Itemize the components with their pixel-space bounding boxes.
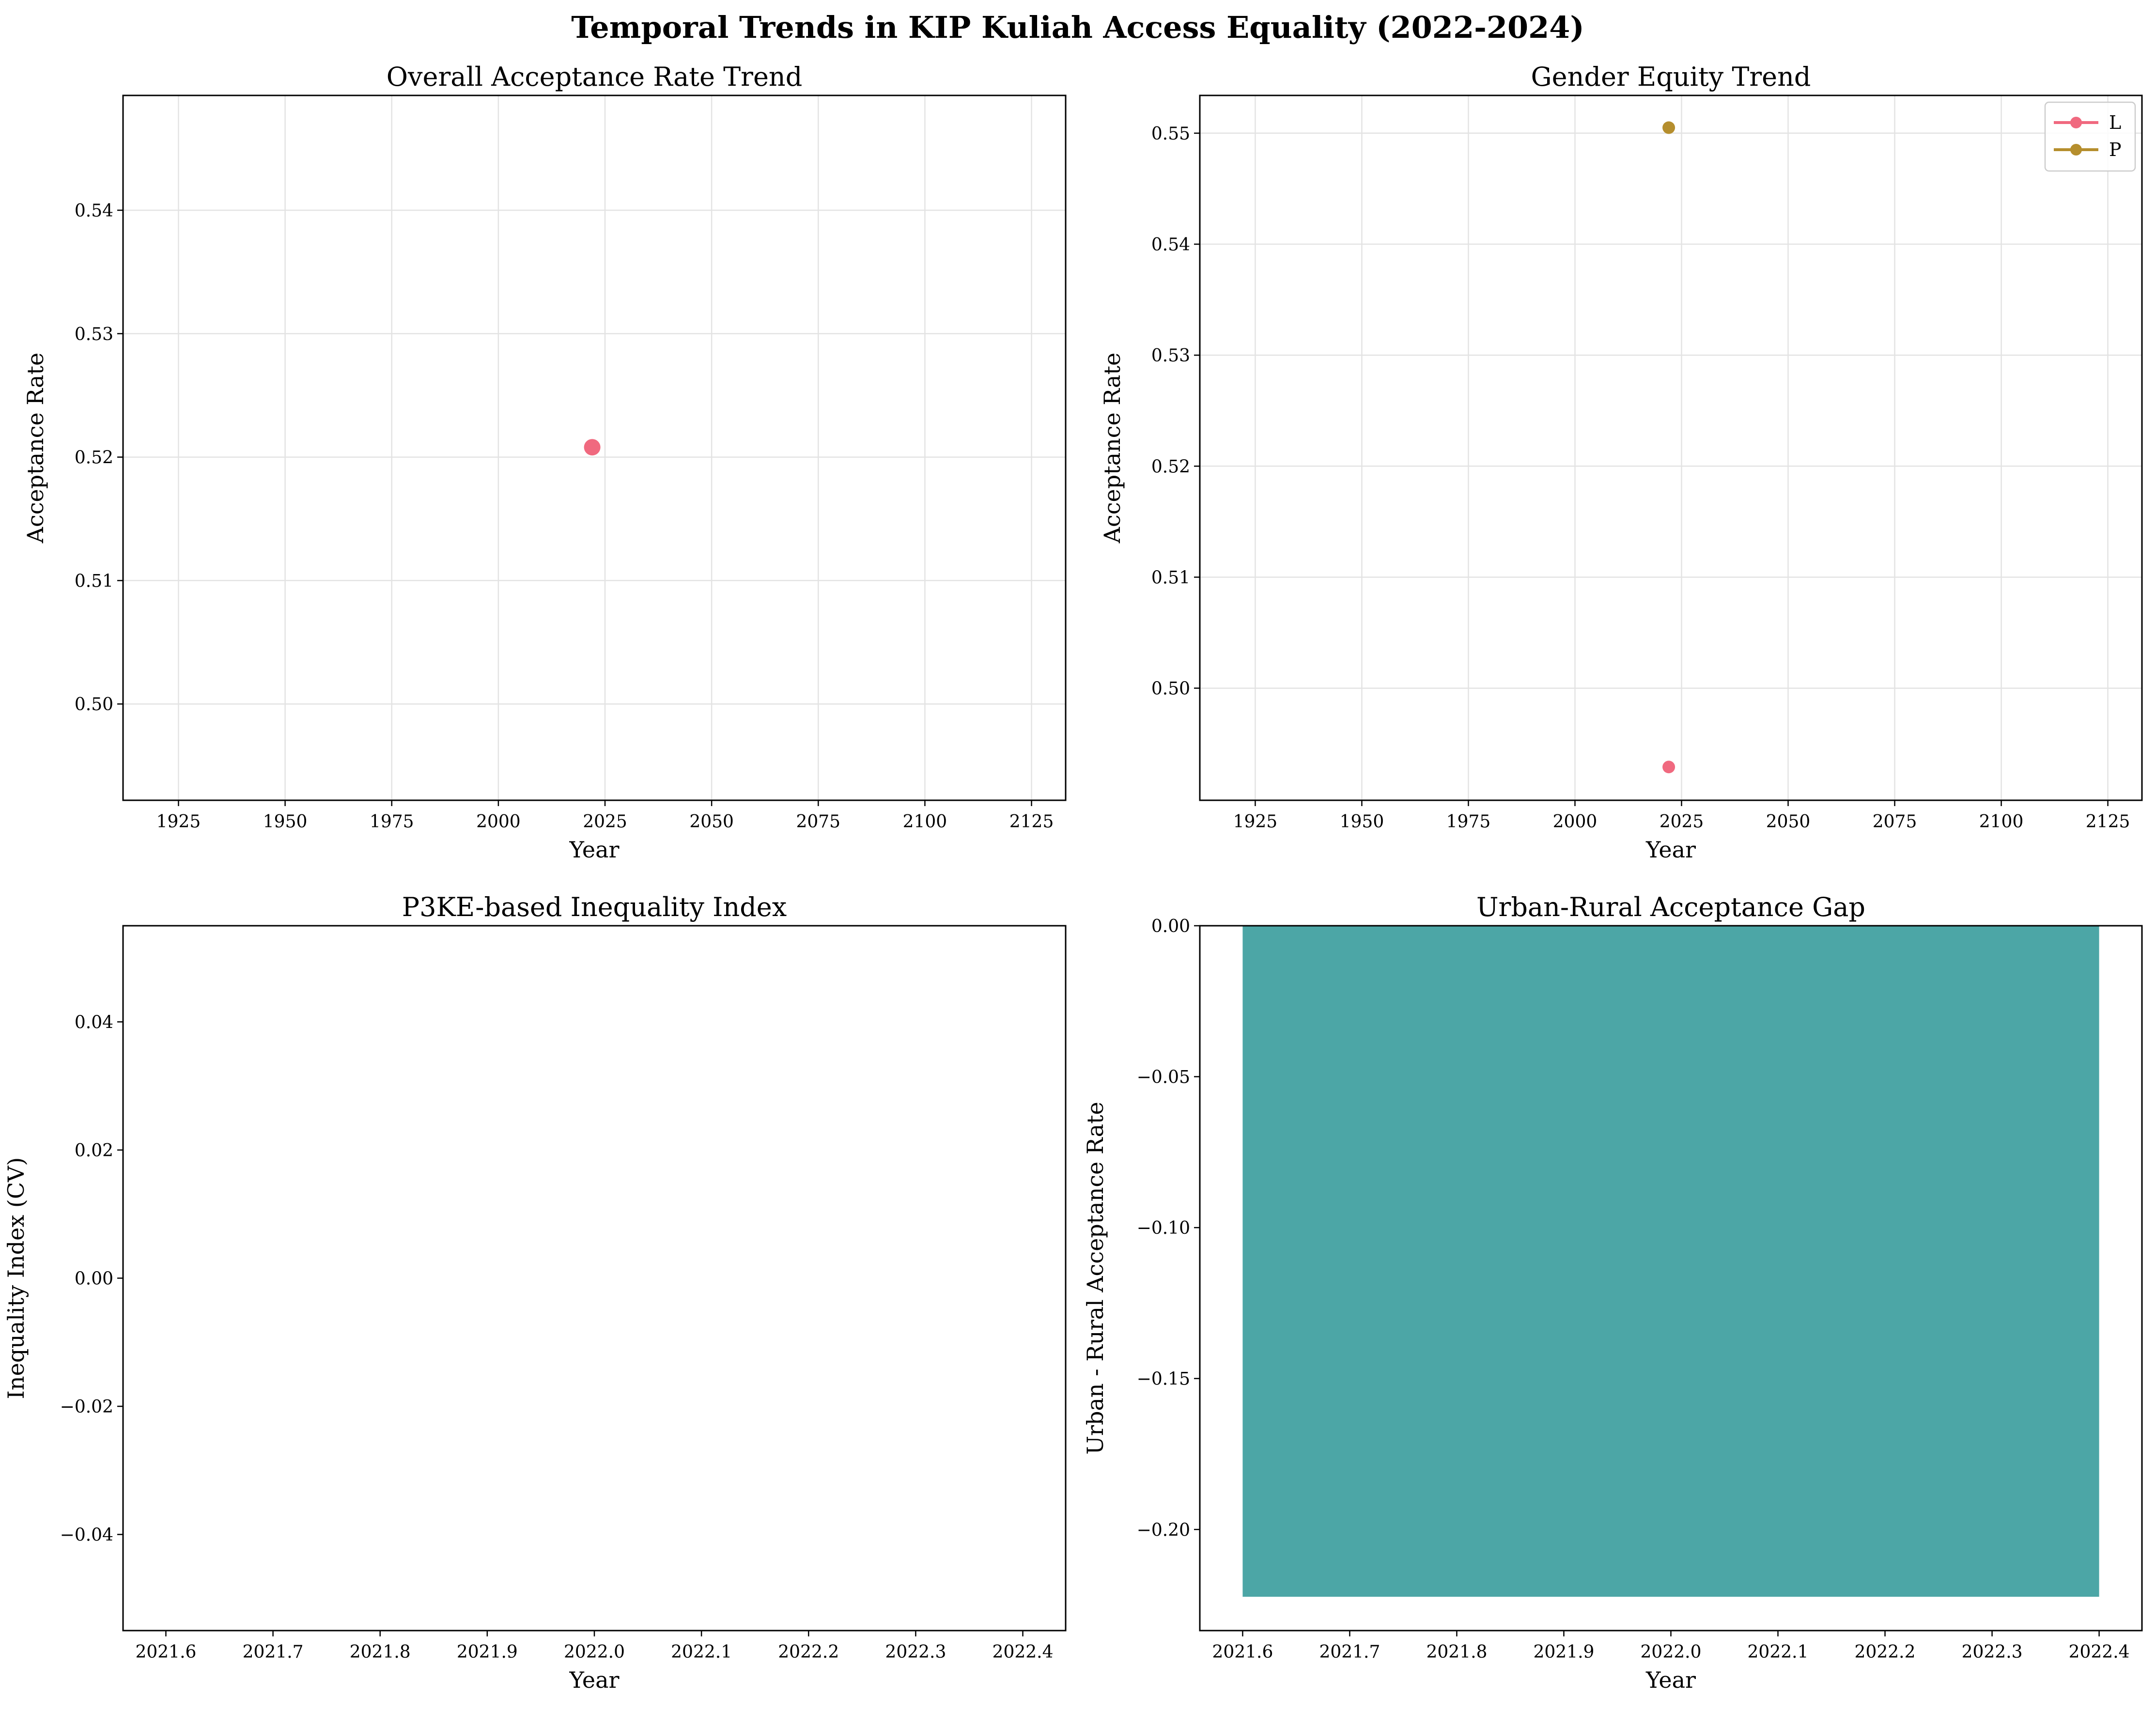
- x-tick-label: 2075: [796, 812, 840, 832]
- x-tick-label: 2025: [583, 812, 627, 832]
- y-tick-label: 0.55: [1151, 124, 1190, 144]
- y-axis-label: Urban - Rural Acceptance Rate: [1082, 1102, 1108, 1454]
- panel-overall: 1925 1950 1975 2000 2025 2050 2075 2100 2125 0.50…: [22, 62, 1067, 863]
- x-tick-label: 2021.6: [135, 1642, 196, 1662]
- panel-inequality: 2021.6 2021.7 2021.8 2021.9 2022.0 2022.1 2022…: [3, 892, 1067, 1693]
- axes-frame: [1199, 94, 2143, 801]
- y-axis-label: Acceptance Rate: [22, 353, 48, 544]
- x-tick-label: 2021.6: [1212, 1642, 1273, 1662]
- y-tick-label: −0.04: [60, 1525, 113, 1545]
- y-tick-label: 0.50: [75, 695, 113, 715]
- y-axis-label: Acceptance Rate: [1099, 353, 1125, 544]
- x-tick-label: 2021.8: [1426, 1642, 1487, 1662]
- y-tick-label: 0.00: [75, 1269, 113, 1289]
- x-tick-label: 2125: [2086, 812, 2130, 832]
- y-tick-label: 0.53: [1151, 346, 1190, 366]
- y-tick-label: 0.54: [75, 201, 113, 221]
- y-tick-label: 0.52: [1151, 457, 1190, 477]
- x-tick-label: 2100: [903, 812, 947, 832]
- x-axis-label: Year: [1645, 837, 1696, 863]
- y-tick-label: −0.20: [1137, 1520, 1190, 1540]
- x-tick-label: 2021.7: [1319, 1642, 1380, 1662]
- y-tick-label: 0.52: [75, 448, 113, 468]
- legend-marker: [2070, 117, 2082, 128]
- x-tick-label: 1975: [370, 812, 414, 832]
- x-axis-label: Year: [1645, 1667, 1696, 1693]
- y-tick-label: −0.05: [1137, 1068, 1190, 1088]
- legend-box: [2044, 101, 2136, 172]
- figure-title: Temporal Trends in KIP Kuliah Access Equ…: [571, 10, 1584, 45]
- x-tick-label: 1975: [1446, 812, 1491, 832]
- y-tick-label: 0.54: [1151, 235, 1190, 255]
- axes-frame: [122, 925, 1067, 1632]
- x-axis-label: Year: [569, 1667, 619, 1693]
- x-tick-label: 2022.1: [1748, 1642, 1809, 1662]
- axes-frame: [122, 94, 1067, 801]
- y-tick-label: 0.50: [1151, 679, 1190, 699]
- x-tick-label: 2100: [1979, 812, 2024, 832]
- y-tick-label: −0.02: [60, 1397, 113, 1417]
- x-tick-label: 1950: [263, 812, 308, 832]
- x-tick-label: 2022.2: [1855, 1642, 1916, 1662]
- x-tick-label: 2022.2: [778, 1642, 839, 1662]
- x-tick-label: 2022.3: [1962, 1642, 2023, 1662]
- panel-gender: 1925 1950 1975 2000 2025 2050 2075 2100 2125 0.50…: [1099, 62, 2143, 863]
- panel-title: Gender Equity Trend: [1531, 62, 1811, 92]
- panel-urban_rural: 2021.6 2021.7 2021.8 2021.9 2022.0 2022.1 2022…: [1082, 892, 2143, 1693]
- x-tick-label: 2021.9: [457, 1642, 518, 1662]
- data-point: [1662, 761, 1675, 774]
- bar: [1242, 926, 2099, 1597]
- x-tick-label: 2022.0: [564, 1642, 625, 1662]
- x-tick-label: 2125: [1009, 812, 1054, 832]
- y-tick-label: 0.04: [75, 1012, 113, 1032]
- x-tick-label: 2022.0: [1641, 1642, 1702, 1662]
- x-tick-label: 1925: [1233, 812, 1278, 832]
- x-tick-label: 2022.1: [671, 1642, 732, 1662]
- x-tick-label: 2025: [1660, 812, 1704, 832]
- y-tick-label: −0.10: [1137, 1218, 1190, 1238]
- x-tick-label: 2022.3: [885, 1642, 946, 1662]
- data-point: [584, 439, 601, 456]
- x-tick-label: 2000: [1553, 812, 1598, 832]
- x-tick-label: 2021.8: [350, 1642, 411, 1662]
- y-tick-label: 0.51: [1151, 568, 1190, 588]
- y-axis-label: Inequality Index (CV): [3, 1157, 29, 1399]
- legend-label: P: [2109, 139, 2122, 160]
- data-point: [1662, 121, 1675, 134]
- y-tick-label: 0.53: [75, 325, 113, 344]
- panels: 1925 1950 1975 2000 2025 2050 2075 2100 2125 0.50…: [3, 62, 2143, 1693]
- x-tick-label: 2075: [1873, 812, 1917, 832]
- x-tick-label: 2021.9: [1533, 1642, 1594, 1662]
- panel-title: P3KE-based Inequality Index: [402, 892, 787, 922]
- x-tick-label: 2022.4: [2069, 1642, 2130, 1662]
- x-axis-label: Year: [569, 837, 619, 863]
- legend-label: L: [2109, 112, 2121, 133]
- y-tick-label: 0.51: [75, 571, 113, 591]
- y-tick-label: −0.15: [1137, 1369, 1190, 1389]
- y-tick-label: 0.00: [1151, 917, 1190, 936]
- x-tick-label: 2050: [1766, 812, 1811, 832]
- panel-title: Overall Acceptance Rate Trend: [387, 62, 803, 92]
- panel-title: Urban-Rural Acceptance Gap: [1476, 892, 1865, 922]
- x-tick-label: 2050: [689, 812, 734, 832]
- x-tick-label: 2021.7: [243, 1642, 304, 1662]
- y-tick-label: 0.02: [75, 1141, 113, 1161]
- x-tick-label: 2000: [476, 812, 521, 832]
- legend-marker: [2070, 144, 2082, 156]
- x-tick-label: 2022.4: [993, 1642, 1054, 1662]
- x-tick-label: 1925: [156, 812, 201, 832]
- x-tick-label: 1950: [1340, 812, 1384, 832]
